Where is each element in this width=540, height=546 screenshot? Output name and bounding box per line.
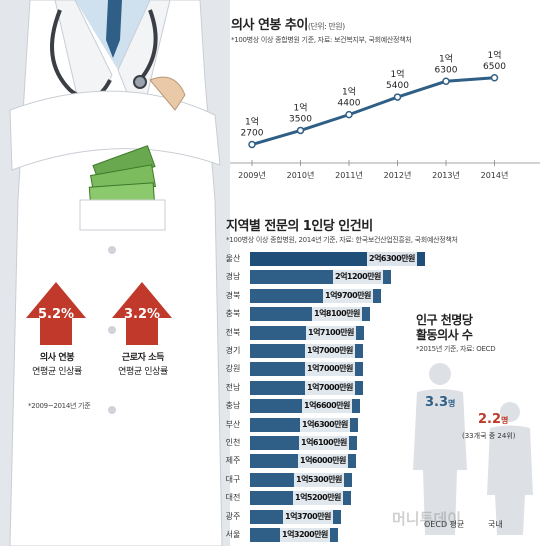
line-chart: 1억27002009년1억35002010년1억44002011년1억54002…	[230, 49, 540, 180]
salary-point	[345, 110, 353, 119]
region-label: 충남	[225, 401, 241, 411]
cost-value-label: 1억3200만원	[280, 528, 330, 542]
salary-label-top: 1억	[487, 49, 501, 61]
year-tick-label: 2009년	[238, 170, 266, 180]
worker-raise-value: 3.2%	[123, 307, 161, 322]
salary-label-bottom: 5400	[386, 81, 409, 91]
cost-value-label: 1억6600만원	[302, 399, 352, 414]
cost-value-label: 1억7100만원	[306, 325, 356, 340]
bar-chart-note: *100병상 이상 종합병원, 2014년 기준, 자료: 한국보건산업진흥원,…	[226, 236, 458, 244]
doctor-arrow-icon	[26, 282, 86, 345]
year-tick-label: 2010년	[287, 170, 315, 180]
region-label: 제주	[225, 456, 241, 466]
region-label: 울산	[225, 254, 241, 263]
salary-label-top: 1억	[342, 86, 356, 98]
salary-point	[296, 126, 305, 135]
region-label: 경남	[225, 272, 241, 282]
region-label: 전남	[225, 382, 241, 392]
line-chart-unit: (단위: 만원)	[307, 22, 345, 31]
watermark: 머니투데이	[392, 510, 462, 528]
cost-value-label: 1억7000만원	[305, 362, 355, 377]
doctor-raise-sublabel: 연평균 인상률	[32, 367, 82, 377]
population-title-line1: 인구 천명당	[416, 313, 473, 327]
year-tick-label: 2014년	[481, 170, 509, 180]
salary-point	[490, 74, 499, 82]
salary-label-top: 1억	[439, 52, 453, 64]
cost-value-label: 2억6300만원	[367, 252, 417, 266]
korea-person-icon	[487, 402, 533, 535]
oecd-person-icon	[413, 363, 467, 535]
salary-label-bottom: 6500	[483, 62, 506, 72]
region-label: 전북	[225, 327, 241, 337]
cost-value-label: 1억7000만원	[305, 380, 355, 395]
region-label: 광주	[225, 511, 241, 521]
region-label: 대전	[225, 493, 241, 503]
korea-doctor-count: 2.2명	[478, 412, 509, 427]
year-tick-label: 2012년	[384, 170, 412, 180]
cost-value-label: 1억6100만원	[299, 436, 349, 450]
region-label: 충북	[225, 309, 241, 319]
salary-point	[393, 93, 402, 101]
doctor-illustration	[9, 0, 223, 546]
year-tick-label: 2013년	[432, 170, 460, 180]
salary-label-top: 1억	[293, 101, 307, 113]
money-icon	[79, 145, 166, 231]
year-tick-label: 2011년	[335, 170, 363, 180]
cost-value-label: 1억9700만원	[323, 288, 373, 303]
population-note: *2015년 기준, 자료: OECD	[416, 345, 496, 353]
region-label: 강원	[225, 364, 241, 374]
salary-label-top: 1억	[390, 68, 404, 80]
region-label: 부산	[225, 419, 241, 429]
region-label: 서울	[225, 530, 241, 539]
cost-value-label: 1억6000만원	[298, 454, 348, 469]
worker-raise-label: 근로자 소득	[121, 353, 165, 363]
cost-value-label: 1억6300만원	[300, 417, 350, 432]
doctor-raise-value: 5.2%	[37, 307, 75, 322]
salary-point	[248, 140, 256, 149]
salary-label-bottom: 6300	[435, 65, 458, 75]
oecd-doctor-count: 3.3명	[425, 395, 456, 410]
salary-label-bottom: 2700	[241, 128, 264, 138]
salary-label-bottom: 3500	[289, 114, 312, 124]
salary-point	[442, 77, 450, 86]
region-label: 대구	[225, 474, 241, 484]
worker-arrow-icon	[112, 282, 172, 345]
cost-value-label: 2억1200만원	[333, 270, 383, 285]
region-label: 인천	[225, 438, 241, 447]
korea-label: 국내	[488, 520, 503, 529]
salary-label-bottom: 4400	[338, 99, 361, 109]
doctor-panel: 5.2% 3.2% 의사 연봉 연평균 인상률 근로자 소득 연평균 인상률 *…	[0, 0, 230, 546]
worker-raise-sublabel: 연평균 인상률	[118, 367, 168, 377]
cost-value-label: 1억8100만원	[312, 307, 362, 322]
salary-label-top: 1억	[245, 115, 259, 127]
cost-value-label: 1억7000만원	[305, 344, 355, 358]
bar-chart-title: 지역별 전문의 1인당 인건비	[226, 219, 373, 234]
cost-value-label: 1억3700만원	[283, 509, 333, 524]
population-title-line2: 활동의사 수	[416, 328, 473, 342]
line-chart-note: *100병상 이상 종합병원 기준, 자료: 보건복지부, 국회예산정책처	[231, 36, 412, 44]
cost-value-label: 1억5300만원	[294, 472, 344, 487]
cost-value-label: 1억5200만원	[293, 491, 343, 506]
doctor-raise-label: 의사 연봉	[39, 353, 75, 363]
region-label: 경기	[225, 346, 241, 355]
region-label: 경북	[225, 290, 241, 300]
korea-rank: (33개국 중 24위)	[462, 432, 516, 440]
line-chart-title: 의사 연봉 추이(단위: 만원)	[231, 18, 345, 33]
salary-line	[251, 76, 495, 146]
people-silhouettes	[413, 363, 533, 535]
raise-note: *2009~2014년 기준	[28, 402, 91, 410]
arrow-graphics	[26, 282, 172, 345]
oecd-label: OECD 평균	[424, 520, 465, 529]
